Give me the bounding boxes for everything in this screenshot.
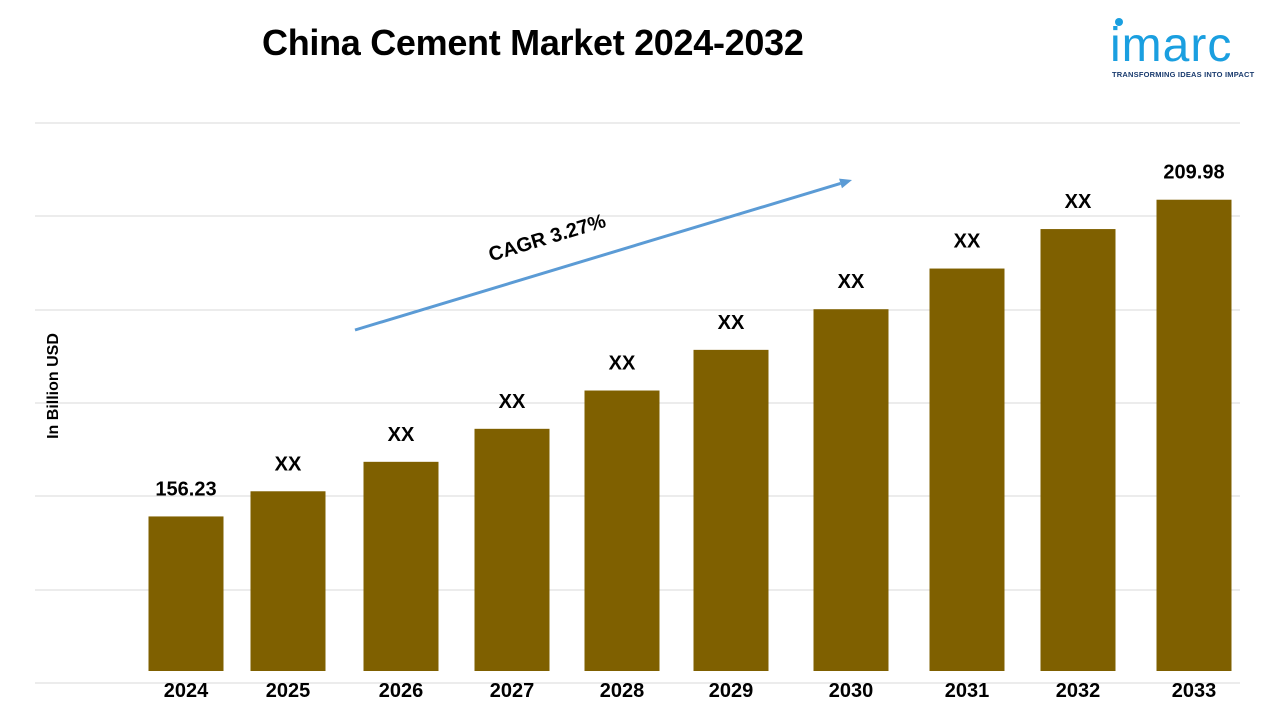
value-label-2028: XX	[609, 353, 636, 375]
value-label-2031: XX	[954, 231, 981, 253]
logo-wordmark: imarc	[1110, 19, 1233, 72]
x-tick-2026: 2026	[379, 680, 424, 702]
x-tick-2030: 2030	[829, 680, 874, 702]
x-tick-2029: 2029	[709, 680, 754, 702]
bar-2029	[693, 349, 769, 671]
bar-2032	[1040, 229, 1116, 671]
x-tick-2025: 2025	[266, 680, 311, 702]
bar-2026	[363, 461, 439, 671]
value-label-2025: XX	[275, 453, 302, 475]
value-label-2033: 209.98	[1163, 162, 1224, 184]
x-tick-labels: 2024 2025 2026 2027 2028 2029 2030 2031 2032 2033	[164, 680, 1217, 702]
bar-2033	[1156, 199, 1232, 671]
bar-2025	[250, 491, 326, 671]
bar-2027	[474, 428, 550, 671]
value-label-2024: 156.23	[155, 478, 216, 500]
chart-title: China Cement Market 2024-2032	[262, 22, 804, 63]
cagr-arrow-head-icon	[839, 178, 852, 189]
bar-2024	[148, 516, 224, 671]
x-tick-2028: 2028	[600, 680, 645, 702]
x-tick-2024: 2024	[164, 680, 209, 702]
bar-2031	[929, 268, 1005, 671]
value-label-2029: XX	[718, 312, 745, 334]
value-label-2027: XX	[499, 391, 526, 413]
bars	[148, 199, 1232, 671]
bar-2030	[813, 309, 889, 671]
value-label-2030: XX	[838, 271, 865, 293]
x-tick-2027: 2027	[490, 680, 535, 702]
imarc-logo: imarc TRANSFORMING IDEAS INTO IMPACT	[1110, 14, 1265, 84]
value-label-2026: XX	[388, 424, 415, 446]
logo-tagline: TRANSFORMING IDEAS INTO IMPACT	[1112, 70, 1255, 79]
value-labels: 156.23 XX XX XX XX XX XX XX XX 209.98	[155, 162, 1224, 501]
x-tick-2032: 2032	[1056, 680, 1101, 702]
bar-2028	[584, 390, 660, 671]
logo-dot-icon	[1115, 18, 1123, 26]
cagr-annotation: CAGR 3.27%	[354, 178, 852, 332]
x-tick-2031: 2031	[945, 680, 990, 702]
y-axis-label: In Billion USD	[45, 333, 62, 439]
cagr-arrow-line	[354, 182, 841, 332]
x-tick-2033: 2033	[1172, 680, 1217, 702]
value-label-2032: XX	[1065, 191, 1092, 213]
